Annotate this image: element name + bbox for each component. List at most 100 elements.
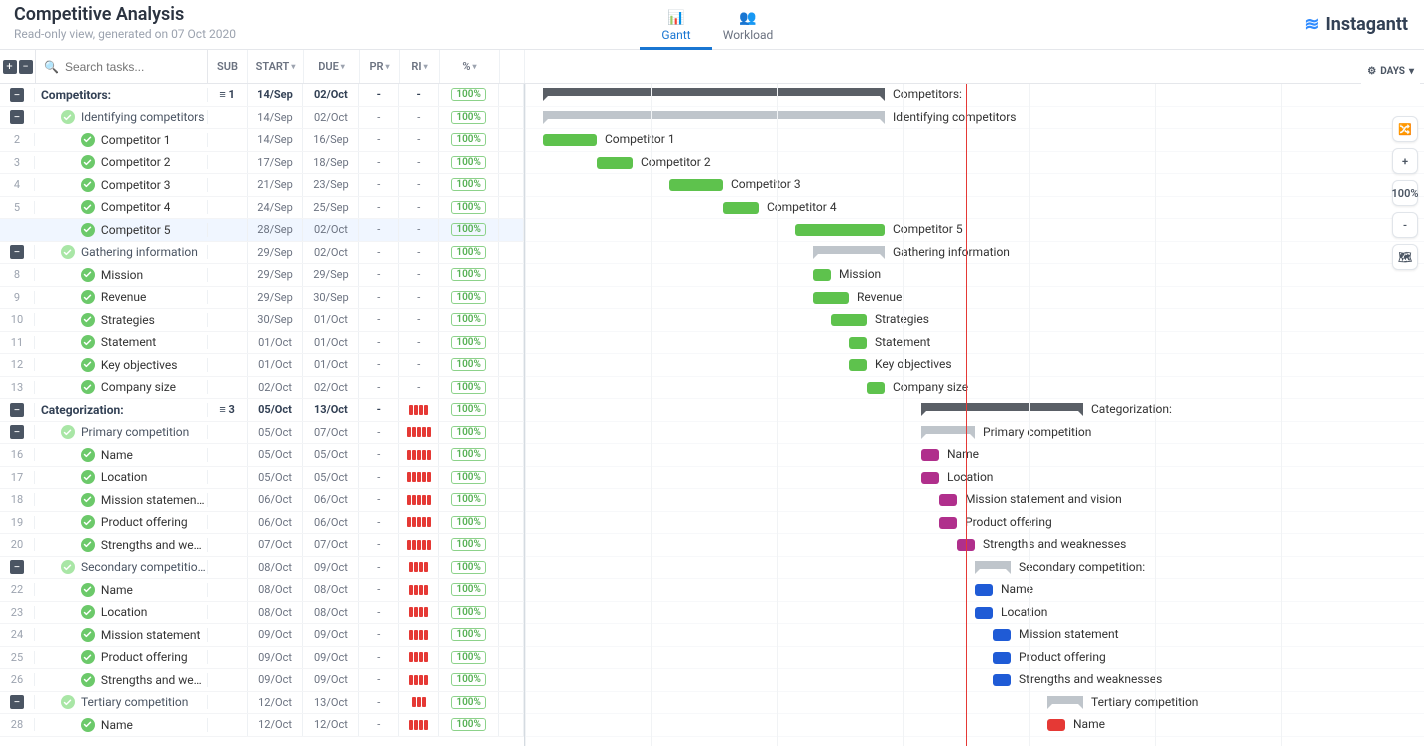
task-row[interactable]: 9Revenue29/Sep30/Sep--100%: [0, 287, 524, 310]
gantt-bar[interactable]: [849, 359, 867, 371]
task-row[interactable]: 8Mission29/Sep29/Sep--100%: [0, 264, 524, 287]
gantt-bar[interactable]: [813, 292, 849, 304]
gantt-bar[interactable]: [831, 314, 867, 326]
task-row[interactable]: 23Location08/Oct08/Oct-100%: [0, 602, 524, 625]
search-input[interactable]: [65, 60, 199, 74]
task-row[interactable]: 4Competitor 321/Sep23/Sep--100%: [0, 174, 524, 197]
collapse-icon[interactable]: −: [10, 110, 24, 124]
gantt-bar[interactable]: [921, 449, 939, 461]
task-row[interactable]: Competitor 528/Sep02/Oct--100%: [0, 219, 524, 242]
task-row[interactable]: 3Competitor 217/Sep18/Sep--100%: [0, 152, 524, 175]
zoom-out-button[interactable]: -: [1392, 212, 1418, 238]
task-row[interactable]: 11Statement01/Oct01/Oct--100%: [0, 332, 524, 355]
zoom-in-button[interactable]: +: [1392, 148, 1418, 174]
task-row[interactable]: 10Strategies30/Sep01/Oct--100%: [0, 309, 524, 332]
task-row[interactable]: 17Location05/Oct05/Oct-100%: [0, 467, 524, 490]
collapse-icon[interactable]: −: [10, 695, 24, 709]
cell-due: 01/Oct: [303, 354, 359, 376]
cell-sub: [208, 714, 248, 736]
col-pct[interactable]: %▾: [440, 50, 500, 83]
task-row[interactable]: 2Competitor 114/Sep16/Sep--100%: [0, 129, 524, 152]
task-row[interactable]: 12Key objectives01/Oct01/Oct--100%: [0, 354, 524, 377]
tab-workload-label: Workload: [723, 28, 774, 42]
gantt-bar[interactable]: [795, 224, 885, 236]
gantt-bar[interactable]: [723, 202, 759, 214]
collapse-icon[interactable]: −: [10, 245, 24, 259]
collapse-icon[interactable]: −: [10, 403, 24, 417]
gantt-bar[interactable]: [939, 494, 957, 506]
gantt-bar[interactable]: [1047, 719, 1065, 731]
cell-due: 30/Sep: [303, 287, 359, 309]
gantt-bar-label: Identifying competitors: [893, 110, 1016, 124]
cell-pct: 100%: [439, 624, 499, 646]
task-row[interactable]: 20Strengths and weaknes...07/Oct07/Oct-1…: [0, 534, 524, 557]
tab-workload[interactable]: 👥 Workload: [712, 0, 784, 50]
gantt-bracket[interactable]: [1047, 696, 1083, 704]
gantt-bar[interactable]: [939, 517, 957, 529]
gantt-bar[interactable]: [813, 269, 831, 281]
tab-gantt[interactable]: 📊 Gantt: [640, 0, 712, 50]
gantt-bar[interactable]: [975, 584, 993, 596]
cell-start: 30/Sep: [248, 309, 304, 331]
task-row[interactable]: −Secondary competition:08/Oct09/Oct-100%: [0, 557, 524, 580]
cell-sub: [208, 444, 248, 466]
collapse-icon[interactable]: −: [10, 425, 24, 439]
collapse-all-button[interactable]: −: [19, 60, 33, 74]
cell-pct: 100%: [439, 287, 499, 309]
gantt-bar[interactable]: [993, 652, 1011, 664]
col-sub[interactable]: SUB: [208, 50, 248, 83]
task-row[interactable]: −Gathering information29/Sep02/Oct--100%: [0, 242, 524, 265]
task-row[interactable]: 25Product offering09/Oct09/Oct-100%: [0, 647, 524, 670]
collapse-icon[interactable]: −: [10, 88, 24, 102]
cell-pct: 100%: [439, 152, 499, 174]
cell-due: 23/Sep: [303, 174, 359, 196]
task-name: Statement: [101, 335, 156, 349]
task-name: Competitors:: [41, 88, 111, 102]
gantt-bar[interactable]: [975, 607, 993, 619]
task-row[interactable]: 24Mission statement09/Oct09/Oct-100%: [0, 624, 524, 647]
task-row[interactable]: −Competitors:≡ 114/Sep02/Oct--100%: [0, 84, 524, 107]
collapse-icon[interactable]: −: [10, 560, 24, 574]
gantt-bar[interactable]: [849, 337, 867, 349]
gantt-bar-label: Gathering information: [893, 245, 1010, 259]
days-scale-button[interactable]: ⚙ DAYS ▾: [1361, 58, 1420, 84]
col-due[interactable]: DUE▾: [304, 50, 360, 83]
col-ri[interactable]: RI▾: [400, 50, 440, 83]
gantt-bar[interactable]: [993, 629, 1011, 641]
gantt-bracket[interactable]: [543, 111, 885, 119]
task-row[interactable]: −Tertiary competition12/Oct13/Oct-100%: [0, 692, 524, 715]
task-row[interactable]: −Primary competition05/Oct07/Oct-100%: [0, 422, 524, 445]
col-pr[interactable]: PR▾: [360, 50, 400, 83]
add-button[interactable]: +: [3, 60, 17, 74]
branch-button[interactable]: 🔀: [1392, 116, 1418, 142]
gantt-bar[interactable]: [669, 179, 723, 191]
task-row[interactable]: −Categorization:≡ 305/Oct13/Oct-100%: [0, 399, 524, 422]
gantt-bracket[interactable]: [975, 561, 1011, 569]
cell-sub: [208, 579, 248, 601]
gantt-bracket[interactable]: [921, 403, 1083, 411]
task-row[interactable]: 18Mission statement and ...06/Oct06/Oct-…: [0, 489, 524, 512]
cell-start: 05/Oct: [248, 444, 304, 466]
task-row[interactable]: 19Product offering06/Oct06/Oct-100%: [0, 512, 524, 535]
task-row[interactable]: 5Competitor 424/Sep25/Sep--100%: [0, 197, 524, 220]
task-row[interactable]: 26Strengths and weaknes...09/Oct09/Oct-1…: [0, 669, 524, 692]
task-row[interactable]: 22Name08/Oct08/Oct-100%: [0, 579, 524, 602]
task-row[interactable]: 28Name12/Oct12/Oct-100%: [0, 714, 524, 737]
gantt-bar[interactable]: [993, 674, 1011, 686]
map-button[interactable]: 🗺: [1392, 244, 1418, 270]
gantt-bar[interactable]: [867, 382, 885, 394]
gantt-bar[interactable]: [921, 472, 939, 484]
gantt-bar[interactable]: [543, 134, 597, 146]
gantt-bracket[interactable]: [813, 246, 885, 254]
task-row[interactable]: −Identifying competitors14/Sep02/Oct--10…: [0, 107, 524, 130]
zoom-reset-button[interactable]: 100%: [1392, 180, 1418, 206]
cell-start: 29/Sep: [248, 264, 304, 286]
task-row[interactable]: 16Name05/Oct05/Oct-100%: [0, 444, 524, 467]
gantt-bar[interactable]: [597, 157, 633, 169]
gantt-bracket[interactable]: [543, 88, 885, 96]
task-name-cell: Gathering information: [35, 245, 208, 259]
task-row[interactable]: 13Company size02/Oct02/Oct--100%: [0, 377, 524, 400]
status-done-icon: [81, 358, 95, 372]
col-start[interactable]: START▾: [248, 50, 304, 83]
cell-sub: [208, 692, 248, 714]
